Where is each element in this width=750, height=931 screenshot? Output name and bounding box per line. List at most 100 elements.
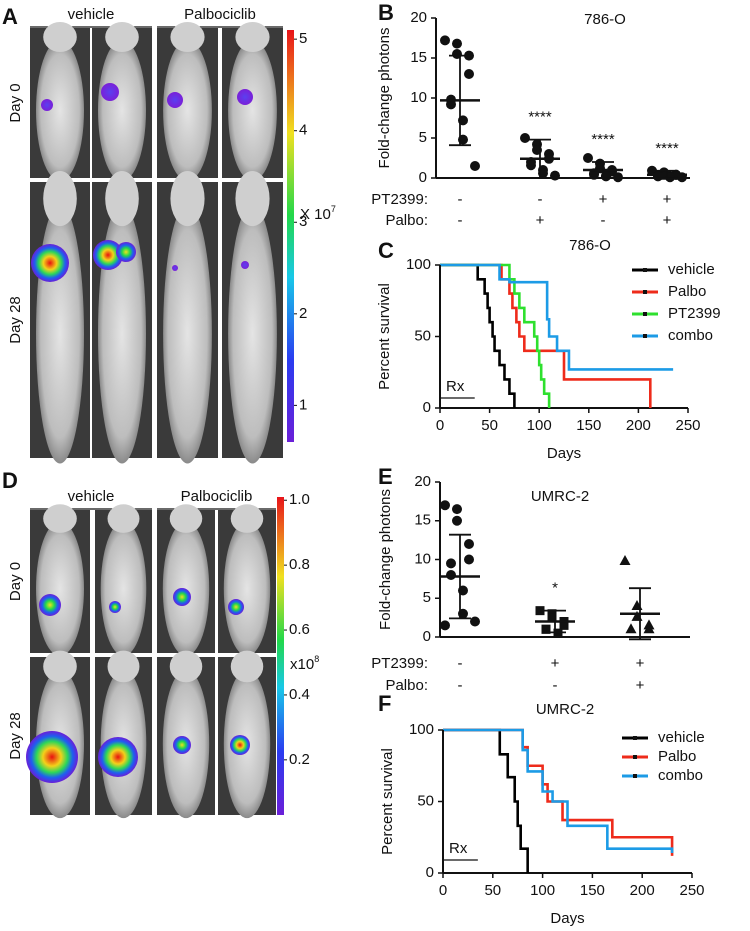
condition-value: -: [458, 212, 463, 229]
y-axis-label: Fold-change photons: [377, 489, 394, 630]
group-label: vehicle: [68, 6, 115, 23]
luminescence: [173, 588, 191, 606]
mouse-body: [98, 40, 146, 181]
colorbar-label-exponent: 7: [331, 204, 336, 214]
legend-marker: [633, 755, 637, 759]
luminescence: [98, 737, 138, 777]
mouse-head: [169, 650, 203, 683]
colorbar-label: x108: [290, 654, 319, 673]
point: [613, 172, 623, 183]
condition-label: Palbo:: [385, 677, 428, 694]
point: [464, 554, 474, 565]
legend-label: combo: [668, 327, 713, 344]
y-tick-label: 5: [423, 589, 431, 606]
group-label: Palbociclib: [184, 6, 256, 23]
condition-label: Palbo:: [385, 212, 428, 229]
colorbar-tick-label: 0.2: [289, 751, 310, 768]
legend-marker: [643, 334, 647, 338]
survival-curve: [443, 728, 674, 853]
luminescence: [167, 92, 183, 108]
panel-letter: D: [2, 468, 18, 493]
group-label: Palbociclib: [181, 488, 253, 505]
point: [452, 504, 462, 515]
point: [535, 606, 545, 616]
point: [643, 623, 655, 634]
panel-letter: C: [378, 238, 394, 263]
survival-curve: [443, 728, 529, 873]
condition-value: +: [636, 677, 645, 694]
colorbar-label-base: x10: [290, 656, 314, 673]
luminescence: [116, 242, 136, 262]
point: [440, 35, 450, 46]
mouse-body: [223, 521, 271, 656]
colorbar-tick-label: 4: [299, 122, 307, 139]
point: [446, 558, 456, 569]
legend-marker: [633, 774, 637, 778]
luminescence: [93, 240, 123, 270]
mouse-body: [36, 204, 84, 464]
mouse-head: [43, 170, 77, 227]
row-label: Day 28: [7, 296, 24, 344]
survival-curve: [443, 728, 674, 856]
mouse-head: [169, 504, 203, 533]
row-label: Day 28: [7, 712, 24, 760]
point: [446, 99, 456, 110]
mouse-body: [36, 521, 84, 656]
point: [470, 161, 480, 171]
significance: *: [552, 580, 558, 597]
legend-marker: [633, 736, 637, 740]
survival-curve: [440, 263, 516, 408]
x-tick-label: 150: [576, 417, 601, 434]
point: [520, 133, 530, 143]
y-axis-label: Fold-change photons: [376, 28, 393, 169]
mouse-head: [235, 170, 270, 227]
row-label: Day 0: [7, 562, 24, 601]
y-tick-label: 0: [423, 628, 431, 645]
y-tick-label: 100: [409, 721, 434, 738]
chart-title: UMRC-2: [536, 701, 594, 718]
point: [526, 160, 536, 171]
y-tick-label: 0: [423, 399, 431, 416]
point: [559, 620, 569, 630]
mouse-body: [163, 40, 212, 181]
point: [547, 613, 557, 623]
mouse-head: [170, 22, 205, 52]
condition-value: -: [553, 677, 558, 694]
mouse-head: [230, 504, 264, 533]
mouse-body: [228, 204, 277, 464]
y-tick-label: 20: [410, 9, 427, 26]
point: [440, 500, 450, 511]
condition-value: +: [536, 212, 545, 229]
mouse-head: [107, 504, 140, 533]
mouse-head: [105, 22, 139, 52]
point: [550, 170, 560, 181]
condition-label: PT2399:: [371, 655, 428, 672]
significance: ****: [591, 131, 615, 148]
condition-label: PT2399:: [371, 191, 428, 208]
luminescence: [101, 83, 119, 101]
luminescence: [39, 594, 61, 616]
colorbar-tick-label: 3: [299, 213, 307, 230]
mouse-body: [228, 40, 277, 181]
point: [440, 620, 450, 631]
legend-label: Palbo: [658, 748, 696, 765]
colorbar-label-exponent: 8: [314, 654, 319, 664]
y-tick-label: 0: [426, 864, 434, 881]
mouse-body: [162, 521, 210, 656]
legend-label: vehicle: [668, 261, 715, 278]
mouse-body: [36, 40, 84, 181]
x-tick-label: 50: [481, 417, 498, 434]
x-tick-label: 250: [679, 882, 704, 899]
mouse-head: [170, 170, 205, 227]
colorbar-label: X 107: [300, 204, 336, 223]
significance: ****: [528, 109, 552, 126]
y-tick-label: 100: [406, 256, 431, 273]
x-axis-label: Days: [547, 445, 581, 462]
panel-letter: E: [378, 464, 393, 489]
condition-value: -: [538, 191, 543, 208]
luminescence: [172, 265, 178, 271]
luminescence: [241, 261, 249, 269]
mouse-head: [107, 650, 140, 683]
point: [625, 623, 637, 634]
y-tick-label: 0: [419, 169, 427, 186]
